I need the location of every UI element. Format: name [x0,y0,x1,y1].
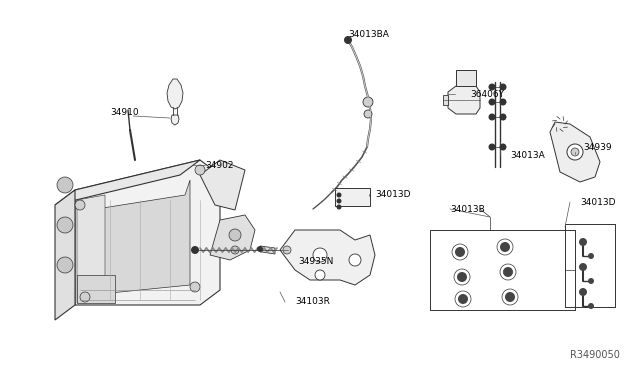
Text: 34013BA: 34013BA [348,29,389,38]
Text: 34013D: 34013D [375,189,410,199]
Polygon shape [75,160,220,305]
Circle shape [231,246,239,254]
Polygon shape [55,160,200,205]
Circle shape [588,278,594,284]
Circle shape [499,83,506,90]
Polygon shape [260,246,275,254]
Circle shape [505,292,515,302]
Circle shape [195,165,205,175]
Circle shape [579,263,587,271]
Circle shape [579,238,587,246]
Circle shape [80,292,90,302]
Circle shape [283,246,291,254]
Bar [335,188,370,206]
Polygon shape [77,195,105,303]
Text: 34013D: 34013D [580,198,616,206]
Polygon shape [77,275,115,303]
Circle shape [364,110,372,118]
Circle shape [75,200,85,210]
Text: R3490050: R3490050 [570,350,620,360]
Circle shape [457,272,467,282]
Circle shape [337,205,342,209]
Text: 34910: 34910 [110,108,139,116]
Polygon shape [55,190,75,320]
Polygon shape [443,95,448,105]
Text: 34939: 34939 [583,142,612,151]
Circle shape [191,246,199,254]
Circle shape [257,246,263,252]
Circle shape [488,83,495,90]
Circle shape [588,253,594,259]
Circle shape [455,247,465,257]
Circle shape [488,99,495,106]
Circle shape [344,36,352,44]
Polygon shape [167,79,183,109]
Circle shape [588,303,594,309]
Circle shape [337,199,342,203]
Text: 34902: 34902 [205,160,234,170]
Circle shape [458,294,468,304]
Circle shape [500,242,510,252]
Polygon shape [90,180,190,295]
Polygon shape [448,86,480,114]
Polygon shape [200,160,245,210]
Circle shape [488,144,495,151]
Text: 36406Y: 36406Y [470,90,504,99]
Circle shape [229,229,241,241]
Circle shape [363,97,373,107]
Circle shape [571,148,579,156]
Circle shape [488,113,495,121]
Circle shape [499,99,506,106]
Text: 34013A: 34013A [510,151,545,160]
Circle shape [315,270,325,280]
Polygon shape [210,215,255,260]
Text: 34013B: 34013B [450,205,484,214]
Circle shape [190,282,200,292]
Text: 34935N: 34935N [298,257,333,266]
Circle shape [57,177,73,193]
Circle shape [337,192,342,198]
Circle shape [503,267,513,277]
Circle shape [499,144,506,151]
Circle shape [57,217,73,233]
Circle shape [349,254,361,266]
Circle shape [499,113,506,121]
Polygon shape [550,122,600,182]
Polygon shape [171,115,179,125]
Polygon shape [280,230,375,285]
Text: 34103R: 34103R [295,298,330,307]
Circle shape [567,144,583,160]
Circle shape [579,288,587,296]
Polygon shape [456,70,476,86]
Circle shape [313,248,327,262]
Circle shape [57,257,73,273]
